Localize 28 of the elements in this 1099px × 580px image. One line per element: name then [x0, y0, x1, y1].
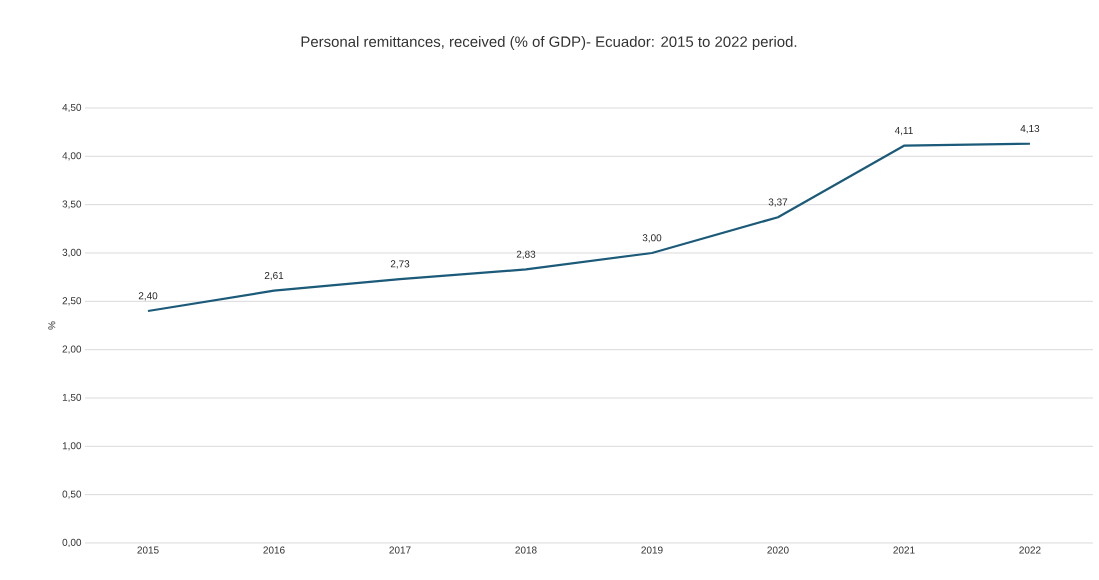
y-tick-label: 0,50 — [62, 490, 82, 499]
y-tick-label: 1,00 — [62, 442, 82, 451]
data-label: 3,00 — [642, 234, 662, 243]
x-tick-label: 2016 — [263, 546, 285, 554]
x-tick-label: 2022 — [1019, 546, 1041, 554]
x-tick-label: 2015 — [137, 546, 159, 554]
x-tick-label: 2017 — [389, 546, 411, 554]
data-label: 3,37 — [768, 198, 788, 207]
y-tick-label: 4,50 — [62, 103, 82, 113]
y-tick-label: 3,00 — [62, 248, 82, 258]
y-tick-label: 2,00 — [62, 345, 82, 354]
y-tick-label: 1,50 — [62, 393, 82, 403]
x-tick-label: 2018 — [515, 546, 537, 554]
x-tick-label: 2021 — [893, 546, 915, 554]
y-tick-label: 3,50 — [62, 200, 82, 209]
data-label: 2,61 — [264, 271, 284, 281]
y-tick-label: 2,50 — [62, 297, 82, 306]
data-label: 4,11 — [894, 127, 913, 136]
y-tick-label: 0,00 — [62, 538, 82, 548]
y-axis-title: % — [48, 321, 56, 330]
x-tick-label: 2020 — [767, 546, 789, 554]
data-label: 2,40 — [138, 292, 158, 301]
y-tick-label: 4,00 — [62, 152, 82, 161]
x-tick-label: 2019 — [641, 546, 663, 554]
data-label: 2,73 — [390, 260, 410, 269]
data-label: 2,83 — [516, 250, 536, 259]
data-label: 4,13 — [1020, 125, 1040, 134]
chart-title: Personal remittances, received (% of GDP)- Ecuador: 2015 to 2022 period. — [301, 36, 797, 50]
